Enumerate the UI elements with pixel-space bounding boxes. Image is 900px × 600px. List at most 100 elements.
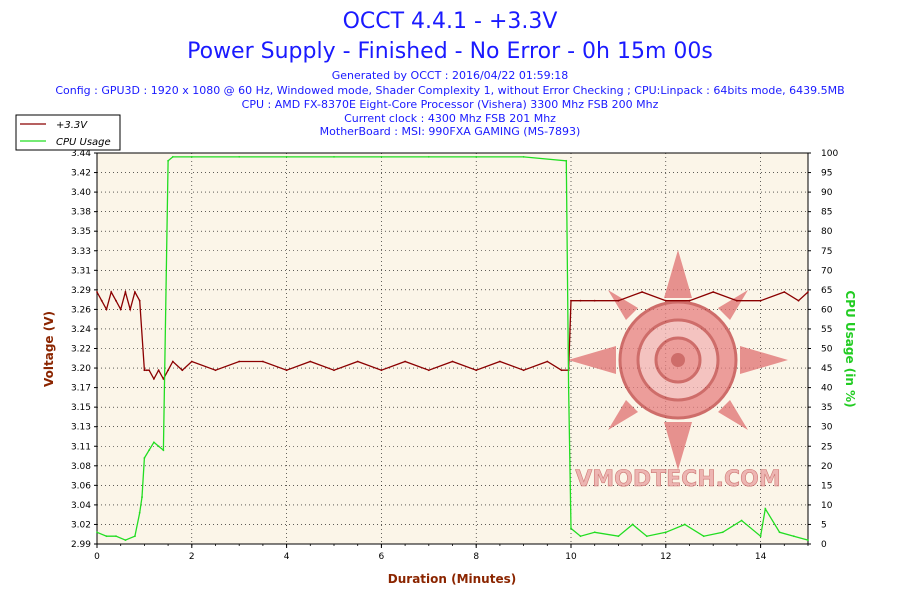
- data-point-voltage: [110, 291, 113, 293]
- legend: +3.3V CPU Usage: [15, 114, 121, 151]
- y-tick-label: 3.33: [71, 247, 91, 257]
- data-point-voltage: [129, 308, 132, 311]
- data-point-voltage: [148, 369, 151, 372]
- data-point-cpu-usage: [134, 535, 136, 538]
- data-point-cpu-usage: [778, 531, 781, 534]
- data-point-voltage: [664, 299, 667, 302]
- y-tick-label: 3.11: [71, 442, 91, 452]
- data-point-voltage: [797, 299, 800, 302]
- y-tick-label: 3.08: [71, 462, 91, 472]
- data-point-cpu-usage: [522, 156, 525, 158]
- data-point-cpu-usage: [721, 531, 724, 534]
- data-point-cpu-usage: [764, 507, 767, 510]
- y2-tick-label: 5: [821, 520, 827, 530]
- data-point-cpu-usage: [167, 159, 170, 162]
- data-point-voltage: [380, 369, 383, 372]
- data-point-cpu-usage: [645, 535, 648, 538]
- y2-tick-label: 65: [821, 286, 832, 296]
- data-point-voltage: [181, 369, 184, 372]
- cpu-info: CPU : AMD FX-8370E Eight-Core Processor …: [242, 98, 659, 111]
- data-point-voltage: [522, 369, 525, 372]
- data-point-voltage: [96, 291, 98, 293]
- data-point-voltage: [560, 369, 563, 372]
- data-point-voltage: [105, 308, 108, 311]
- y-axis-label: Voltage (V): [42, 311, 56, 387]
- y-axis-right: 0 5 10 15 20 25 30 35 40 45 50 55 60 65 70 75 80 85 90 95 10…: [808, 149, 838, 550]
- data-point-voltage: [356, 360, 359, 363]
- data-point-cpu-usage: [238, 156, 241, 158]
- data-point-cpu-usage: [285, 156, 288, 158]
- y-tick-label: 3.20: [71, 364, 91, 374]
- data-point-voltage: [736, 299, 738, 302]
- data-point-voltage: [546, 360, 549, 363]
- y2-tick-label: 70: [821, 266, 833, 276]
- data-point-cpu-usage: [143, 457, 146, 459]
- config-info: Config : GPU3D : 1920 x 1080 @ 60 Hz, Wi…: [55, 84, 844, 97]
- watermark: VMODTECH.COM: [568, 250, 788, 492]
- y-tick-label: 3.02: [71, 520, 91, 530]
- legend-cpu-label: CPU Usage: [56, 137, 111, 148]
- x-tick-label: 10: [565, 552, 577, 562]
- x-tick-label: 4: [284, 552, 290, 562]
- x-tick-label: 2: [189, 552, 195, 562]
- data-point-cpu-usage: [115, 535, 117, 538]
- y2-tick-label: 90: [821, 188, 833, 198]
- data-point-voltage: [157, 369, 160, 372]
- data-point-cpu-usage: [617, 535, 620, 538]
- y-tick-label: 3.15: [71, 403, 91, 413]
- data-point-cpu-usage: [138, 511, 141, 514]
- data-point-voltage: [617, 299, 620, 302]
- series-line-voltage: [96, 289, 809, 381]
- data-point-cpu-usage: [759, 535, 762, 538]
- x-tick-label: 8: [473, 552, 479, 562]
- y2-tick-label: 75: [821, 247, 832, 257]
- data-point-cpu-usage: [164, 308, 167, 311]
- data-point-cpu-usage: [683, 523, 686, 526]
- data-point-voltage: [451, 360, 454, 363]
- y2-tick-label: 0: [821, 540, 827, 550]
- y-tick-label: 3.17: [71, 384, 91, 394]
- data-point-voltage: [759, 299, 762, 302]
- data-point-voltage: [167, 369, 170, 372]
- data-point-cpu-usage: [380, 156, 383, 158]
- x-tick-label: 6: [379, 552, 385, 562]
- data-point-cpu-usage: [567, 386, 570, 389]
- data-point-cpu-usage: [702, 535, 705, 538]
- y-tick-label: 3.40: [71, 188, 91, 198]
- data-point-voltage: [152, 378, 155, 380]
- y-tick-label: 3.06: [71, 481, 91, 491]
- watermark-text: VMODTECH.COM: [575, 467, 781, 492]
- data-point-voltage: [100, 299, 103, 302]
- data-point-cpu-usage: [157, 445, 160, 448]
- data-point-voltage: [119, 308, 122, 311]
- data-point-cpu-usage: [427, 156, 430, 158]
- y2-tick-label: 50: [821, 345, 833, 355]
- data-point-voltage: [145, 369, 148, 372]
- y2-axis-label: CPU Usage (in %): [843, 290, 857, 407]
- data-point-cpu-usage: [807, 539, 809, 541]
- chart-title: OCCT 4.4.1 - +3.3V: [343, 9, 558, 34]
- generated-info: Generated by OCCT : 2016/04/22 01:59:18: [332, 69, 569, 82]
- watermark-logo: [568, 250, 788, 470]
- data-point-cpu-usage: [565, 159, 568, 162]
- y2-tick-label: 60: [821, 305, 833, 315]
- y-axis-left: 2.99 3.02 3.04 3.06 3.08 3.11 3.13 3.15 3.17 3.20…: [71, 149, 97, 550]
- data-point-voltage: [579, 299, 582, 302]
- data-point-voltage: [262, 360, 264, 363]
- y-tick-label: 3.35: [71, 227, 91, 237]
- data-point-cpu-usage: [148, 449, 151, 452]
- legend-box: [15, 114, 121, 151]
- y2-tick-label: 20: [821, 462, 833, 472]
- y2-tick-label: 80: [821, 227, 833, 237]
- data-point-voltage: [138, 299, 141, 302]
- y-tick-label: 3.13: [71, 423, 91, 433]
- data-point-voltage: [688, 299, 691, 302]
- data-point-voltage: [214, 369, 217, 372]
- y2-tick-label: 45: [821, 364, 832, 374]
- data-point-voltage: [143, 369, 146, 372]
- y2-tick-label: 100: [821, 149, 838, 159]
- data-point-voltage: [499, 360, 501, 363]
- data-point-cpu-usage: [190, 156, 193, 158]
- data-point-voltage: [238, 360, 241, 363]
- y2-tick-label: 40: [821, 384, 833, 394]
